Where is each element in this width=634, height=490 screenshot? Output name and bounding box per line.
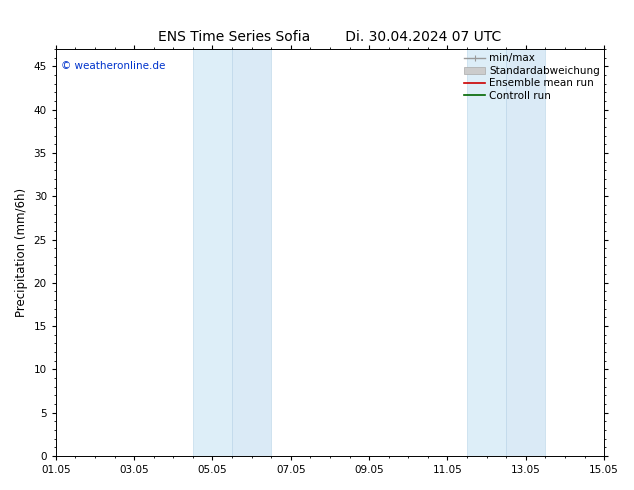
Bar <box>506 49 545 456</box>
Text: © weatheronline.de: © weatheronline.de <box>61 61 165 71</box>
Title: ENS Time Series Sofia        Di. 30.04.2024 07 UTC: ENS Time Series Sofia Di. 30.04.2024 07 … <box>158 30 501 44</box>
Bar <box>467 49 506 456</box>
Legend: min/max, Standardabweichung, Ensemble mean run, Controll run: min/max, Standardabweichung, Ensemble me… <box>462 51 602 103</box>
Bar <box>232 49 271 456</box>
Bar <box>193 49 232 456</box>
Y-axis label: Precipitation (mm/6h): Precipitation (mm/6h) <box>15 188 28 317</box>
